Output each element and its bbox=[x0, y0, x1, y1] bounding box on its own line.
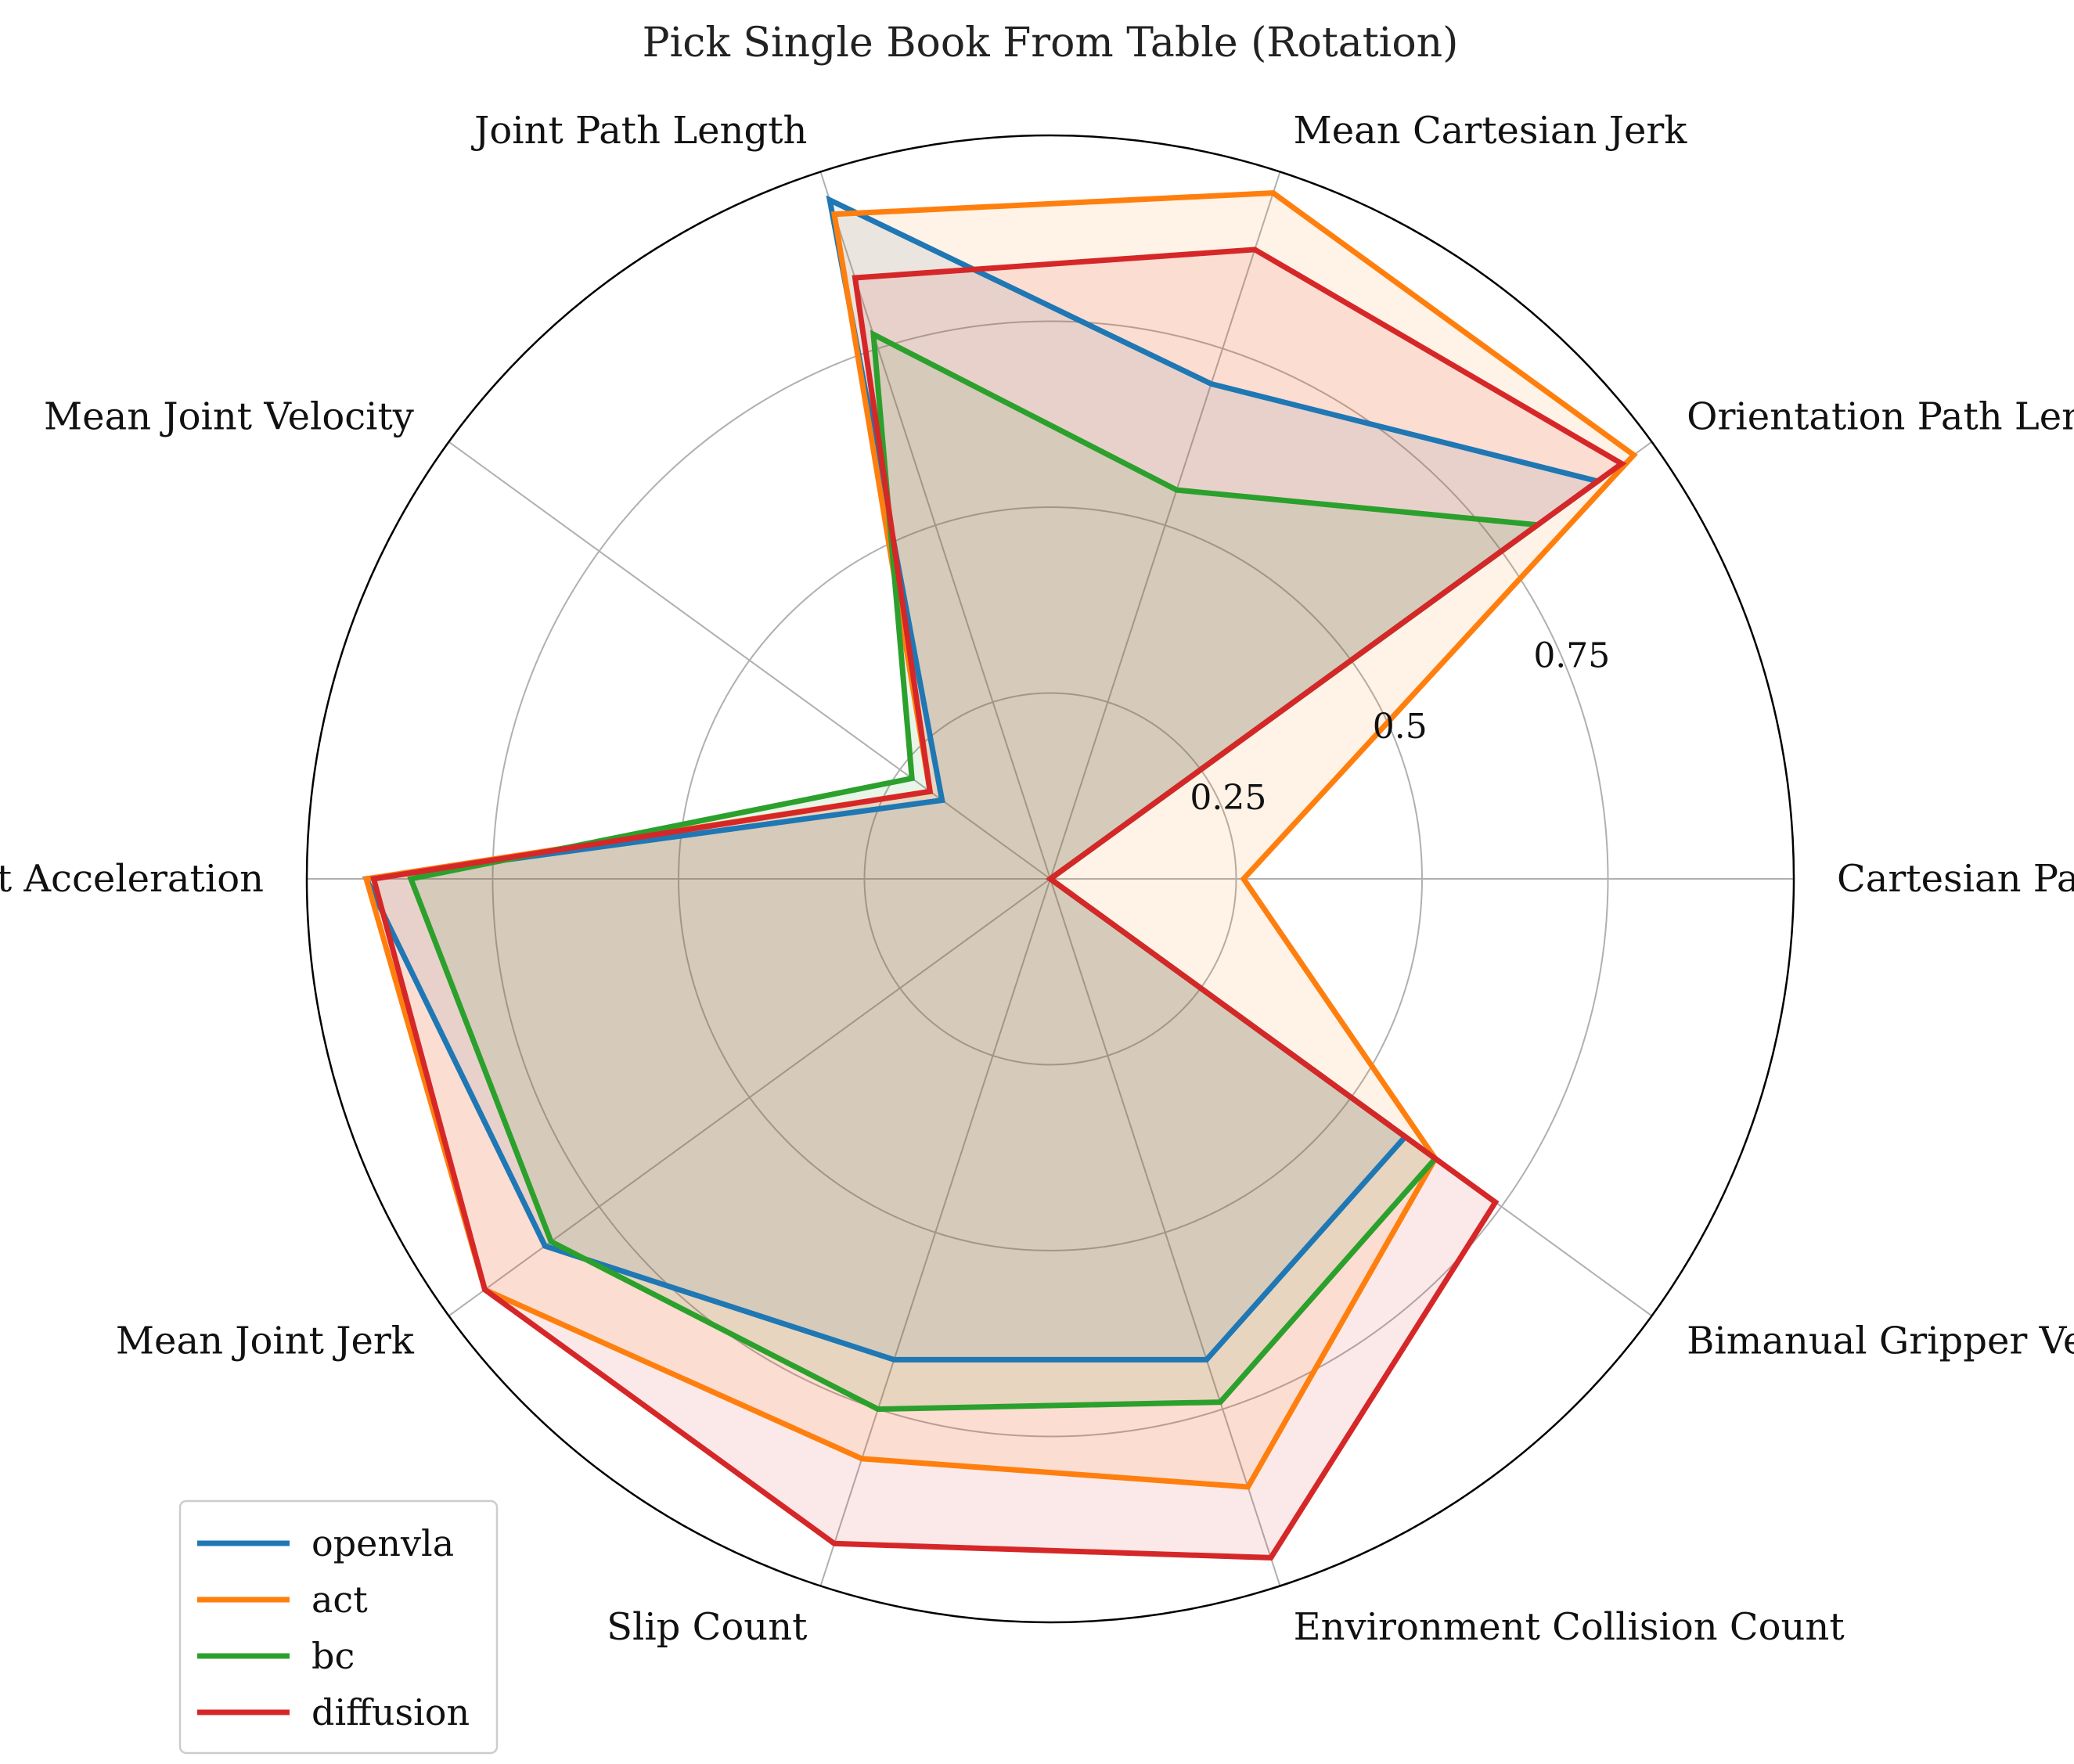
series-line-act bbox=[362, 190, 1638, 1490]
radar-tick-labels: 0.25 0.5 0.75 bbox=[1190, 635, 1610, 818]
radar-series bbox=[362, 190, 1638, 1561]
legend-label-diffusion: diffusion bbox=[311, 1691, 470, 1733]
axis-label: Mean Cartesian Jerk bbox=[1294, 109, 1688, 153]
axis-label: Environment Collision Count bbox=[1294, 1605, 1845, 1649]
axis-label: Mean Joint Velocity bbox=[44, 394, 414, 438]
outer-frame bbox=[305, 134, 1795, 1624]
series-line-bc bbox=[407, 329, 1546, 1413]
series-fill-bc bbox=[411, 334, 1538, 1409]
series-fill-diffusion bbox=[373, 249, 1622, 1558]
radial-tick-label: 0.25 bbox=[1190, 778, 1266, 818]
legend: openvla act bc diffusion bbox=[178, 1499, 499, 1755]
legend-frame bbox=[178, 1499, 499, 1755]
circular-gridline bbox=[491, 320, 1609, 1438]
axis-label: Joint Path Length bbox=[470, 109, 807, 153]
axis-label: Mean Joint Jerk bbox=[116, 1319, 415, 1363]
radar-axis-labels: Cartesian Path Length Orientation Path Le… bbox=[0, 109, 2074, 1649]
axis-label: Bimanual Gripper Vertical Difference bbox=[1687, 1319, 2074, 1363]
radar-grid bbox=[305, 134, 1795, 1624]
circular-gridline bbox=[678, 506, 1423, 1251]
circular-gridline bbox=[863, 692, 1237, 1066]
radial-tick-label: 0.75 bbox=[1533, 635, 1610, 675]
axis-label: Slip Count bbox=[607, 1605, 807, 1649]
legend-label-openvla: openvla bbox=[311, 1522, 454, 1564]
radial-tick-label: 0.5 bbox=[1373, 707, 1428, 747]
series-line-diffusion bbox=[370, 247, 1627, 1561]
legend-label-act: act bbox=[311, 1579, 368, 1621]
axis-label: Mean Joint Acceleration bbox=[0, 857, 264, 901]
series-fill-openvla bbox=[366, 200, 1598, 1360]
legend-label-bc: bc bbox=[311, 1635, 355, 1677]
axis-label: Cartesian Path Length bbox=[1837, 857, 2074, 901]
chart-title: Pick Single Book From Table (Rotation) bbox=[643, 20, 1459, 67]
axis-label: Orientation Path Length bbox=[1687, 394, 2074, 438]
series-fill-act bbox=[366, 193, 1634, 1488]
